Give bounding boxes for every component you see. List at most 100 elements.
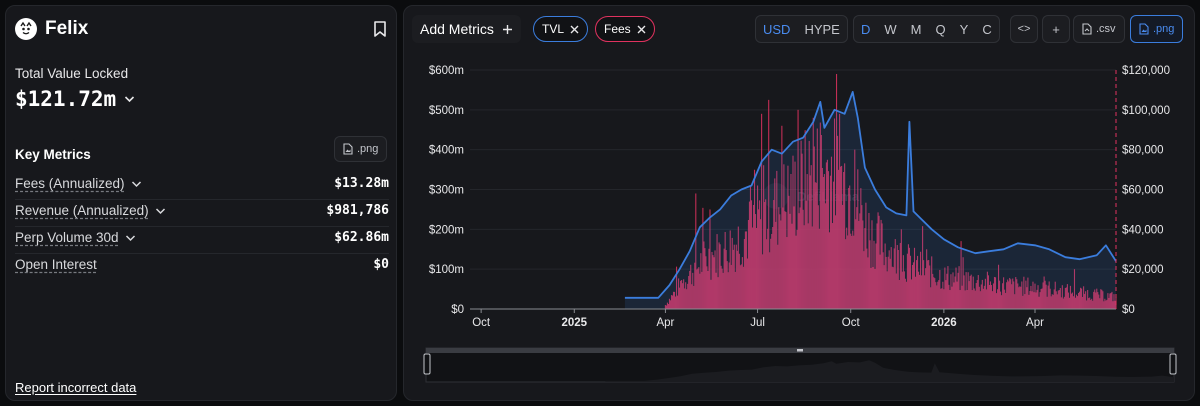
fees-bar <box>1047 285 1049 309</box>
fees-bar <box>833 118 836 309</box>
metric-row-open-interest: Open Interest $0 <box>15 257 389 272</box>
fees-bar <box>681 279 683 309</box>
fees-bar <box>1073 269 1076 309</box>
fees-bar <box>931 256 933 309</box>
fees-bar <box>731 237 733 309</box>
fees-bar <box>966 289 968 309</box>
x-tick-label: 2025 <box>561 317 587 329</box>
metric-revenue-dropdown[interactable]: Revenue (Annualized) <box>15 203 166 218</box>
fees-bar <box>694 262 696 309</box>
fees-bar <box>1017 283 1019 309</box>
interval-month[interactable]: M <box>910 21 922 37</box>
metric-open-interest-label[interactable]: Open Interest <box>15 257 97 272</box>
range-slider[interactable] <box>423 347 1177 383</box>
tvl-value-dropdown[interactable]: $121.72m <box>15 87 135 111</box>
tvl-fees-chart[interactable]: DefiLlama $0$0$100m$20,000$200m$40,000$3… <box>404 56 1194 396</box>
fees-bar <box>832 181 835 309</box>
fees-bar <box>889 258 891 309</box>
interval-quarter[interactable]: Q <box>935 21 946 37</box>
fees-bar <box>878 215 880 309</box>
fees-bar <box>761 113 763 309</box>
fees-bar <box>875 243 877 309</box>
currency-hype[interactable]: HYPE <box>804 21 840 37</box>
fees-bar <box>883 265 885 309</box>
fees-bar <box>927 260 929 309</box>
x-tick-label: Oct <box>842 317 861 329</box>
fees-bar <box>995 293 998 309</box>
fees-bar <box>672 291 675 309</box>
fees-bar <box>1085 291 1087 309</box>
report-incorrect-data-link[interactable]: Report incorrect data <box>15 380 137 395</box>
fees-bar <box>895 273 897 309</box>
metric-name: Perp Volume 30d <box>15 230 119 245</box>
fees-bar <box>845 239 847 309</box>
fees-bar <box>804 130 806 309</box>
fees-bar <box>697 268 699 309</box>
fees-bar <box>815 182 817 309</box>
currency-usd[interactable]: USD <box>763 21 791 37</box>
fees-bar <box>680 280 682 309</box>
fees-bar <box>769 252 771 309</box>
fees-bar <box>985 289 987 309</box>
fees-bar <box>839 113 841 309</box>
fees-bar <box>774 178 776 309</box>
fees-bar <box>1004 289 1006 309</box>
fees-bar <box>1009 277 1011 309</box>
fees-bar <box>879 254 881 309</box>
fees-bar <box>986 271 988 309</box>
fees-bar <box>762 254 764 309</box>
fees-bar <box>781 125 783 310</box>
plus-icon: + <box>1052 21 1060 37</box>
metric-fees-dropdown[interactable]: Fees (Annualized) <box>15 176 142 191</box>
metric-value: $62.86m <box>334 230 389 245</box>
fees-bar <box>757 185 759 309</box>
fees-bar <box>1037 285 1039 309</box>
fees-bar <box>744 231 746 309</box>
fees-bar <box>851 235 853 309</box>
add-chart-button[interactable]: + <box>1042 15 1070 43</box>
metric-pill-fees[interactable]: Fees <box>595 16 655 42</box>
add-metrics-button[interactable]: Add Metrics <box>412 15 521 43</box>
fees-bar <box>701 271 703 309</box>
bookmark-icon[interactable] <box>372 20 388 38</box>
fees-bar <box>1006 282 1008 309</box>
fees-bar <box>900 229 902 309</box>
fees-bar <box>1033 292 1035 309</box>
interval-day[interactable]: D <box>861 21 871 37</box>
key-metrics-png-button[interactable]: .png <box>334 136 388 162</box>
y-left-tick-label: $200m <box>429 224 464 236</box>
fees-bar <box>891 266 893 309</box>
download-csv-button[interactable]: .csv <box>1073 15 1125 43</box>
fees-bar <box>795 235 797 309</box>
range-handle-left[interactable] <box>423 353 431 375</box>
fees-bar <box>703 241 705 309</box>
tvl-value: $121.72m <box>15 87 117 111</box>
fees-bar <box>1103 301 1105 309</box>
file-image-icon <box>1139 23 1149 35</box>
fees-bar <box>816 128 818 309</box>
download-png-button[interactable]: .png <box>1130 15 1184 43</box>
fees-bar <box>818 228 820 309</box>
metric-pill-tvl[interactable]: TVL <box>533 16 589 42</box>
metric-perp-volume-dropdown[interactable]: Perp Volume 30d <box>15 230 136 245</box>
close-icon[interactable] <box>637 25 646 34</box>
interval-week[interactable]: W <box>884 21 897 37</box>
embed-button[interactable]: <> <box>1010 15 1038 43</box>
chevron-down-icon <box>125 234 135 241</box>
interval-cumulative[interactable]: C <box>982 21 992 37</box>
range-slider-grip-icon[interactable] <box>797 349 803 352</box>
fees-bar <box>826 159 828 309</box>
fees-bar <box>837 135 839 309</box>
interval-year[interactable]: Y <box>959 21 969 37</box>
fees-bar <box>901 271 903 309</box>
fees-bar <box>784 211 786 309</box>
fees-bar <box>792 155 794 309</box>
fees-bar <box>828 232 831 309</box>
pill-label: TVL <box>542 22 565 36</box>
close-icon[interactable] <box>570 25 579 34</box>
range-handle-right[interactable] <box>1169 353 1177 375</box>
fees-bar <box>700 253 702 309</box>
fees-bar <box>1053 289 1055 309</box>
fees-bar <box>949 290 951 309</box>
fees-bar <box>755 227 758 309</box>
